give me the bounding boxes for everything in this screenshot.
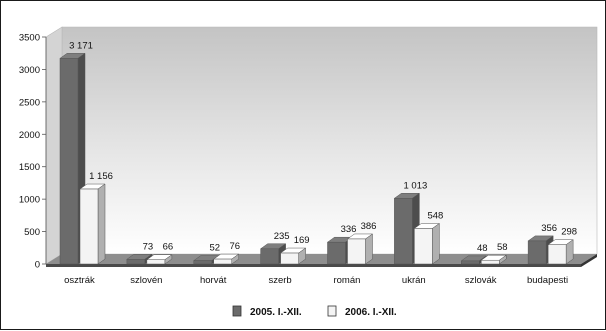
y-tick-label: 3500 <box>19 33 40 44</box>
chart-side-wall <box>45 26 63 265</box>
y-tick-label: 500 <box>24 227 40 238</box>
data-label: 298 <box>561 227 577 238</box>
data-label: 235 <box>274 231 290 242</box>
x-tick-label: szlovák <box>465 275 497 286</box>
data-label: 73 <box>143 241 154 252</box>
data-label: 76 <box>229 241 240 252</box>
x-tick-label: román <box>333 275 360 286</box>
data-label: 386 <box>361 221 377 232</box>
data-label: 1 156 <box>89 171 113 182</box>
legend-swatch <box>327 305 337 317</box>
data-label: 356 <box>541 223 557 234</box>
y-tick-label: 2000 <box>19 130 40 141</box>
data-label: 548 <box>427 210 443 221</box>
chart-floor <box>46 254 597 264</box>
data-label: 52 <box>209 243 220 254</box>
y-tick-label: 3000 <box>19 65 40 76</box>
data-label: 169 <box>294 235 310 246</box>
chart-floor-side <box>581 254 597 267</box>
data-label: 3 171 <box>69 40 93 51</box>
bar-2006 <box>146 254 173 265</box>
data-label: 48 <box>477 243 488 254</box>
data-label: 66 <box>163 242 174 253</box>
y-tick-label: 2500 <box>19 97 40 108</box>
bar-2006 <box>346 233 374 265</box>
bar-2006 <box>79 183 106 265</box>
bar-2006 <box>413 222 441 265</box>
chart-floor-edge <box>46 264 581 267</box>
bar-2006 <box>212 253 240 265</box>
y-tick-label: 1500 <box>19 162 40 173</box>
legend-label: 2005. I.-XII. <box>250 307 302 318</box>
x-tick-label: ukrán <box>402 275 426 286</box>
x-tick-label: szerb <box>268 275 291 286</box>
x-tick-label: osztrák <box>64 275 95 286</box>
legend-label: 2006. I.-XII. <box>345 307 397 318</box>
y-tick-label: 1000 <box>19 195 40 206</box>
x-tick-label: horvát <box>200 275 227 286</box>
x-tick-label: szlovén <box>130 275 162 286</box>
x-tick-label: budapesti <box>527 275 568 286</box>
bar-2006 <box>547 239 574 265</box>
data-label: 336 <box>341 224 357 235</box>
data-label: 58 <box>497 242 508 253</box>
chart-back-wall <box>61 26 598 255</box>
legend-swatch <box>232 305 242 317</box>
y-tick-label: 0 <box>35 260 40 271</box>
bar-2006 <box>279 247 307 265</box>
bar-2006 <box>480 254 508 265</box>
data-label: 1 013 <box>403 180 427 191</box>
